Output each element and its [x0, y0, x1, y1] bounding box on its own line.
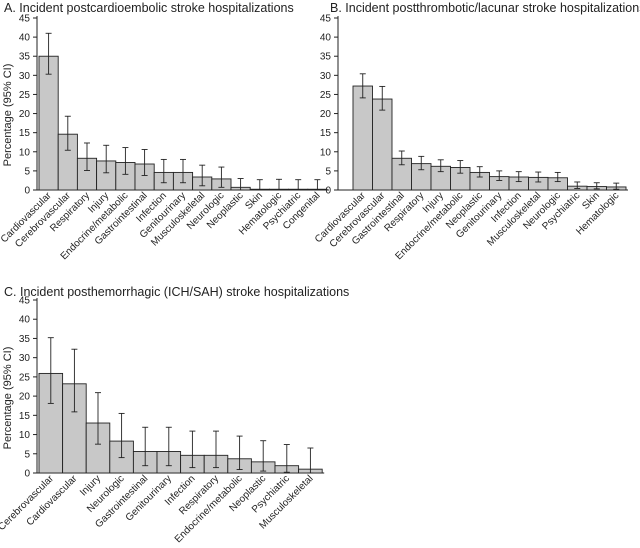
- y-tick-label: 5: [24, 166, 30, 177]
- panel-a-title: A. Incident postcardioembolic stroke hos…: [4, 1, 294, 15]
- y-tick-label: 15: [320, 128, 332, 139]
- y-tick-label: 35: [19, 334, 31, 345]
- y-tick-label: 30: [19, 71, 31, 82]
- panel-b-title: B. Incident postthrombotic/lacunar strok…: [330, 1, 640, 15]
- y-tick-label: 40: [19, 33, 31, 44]
- y-tick-label: 25: [19, 372, 31, 383]
- panel-c-plot: 051015202530354045CerebrovascularCardiov…: [0, 296, 325, 545]
- y-tick-label: 0: [24, 469, 30, 480]
- bar: [352, 85, 373, 191]
- y-tick-label: 10: [320, 147, 332, 158]
- y-tick-label: 30: [320, 71, 332, 82]
- panel-c: C. Incident posthemorrhagic (ICH/SAH) st…: [0, 285, 349, 545]
- y-tick-label: 15: [19, 411, 31, 422]
- panel-b: B. Incident postthrombotic/lacunar strok…: [313, 1, 640, 262]
- y-tick-label: 10: [19, 430, 31, 441]
- panel-b-plot: 051015202530354045CardiovascularCerebrov…: [313, 14, 628, 262]
- y-tick-label: 20: [19, 392, 31, 403]
- y-tick-label: 25: [19, 90, 31, 101]
- y-tick-label: 45: [19, 296, 31, 307]
- y-tick-label: 40: [19, 315, 31, 326]
- bar: [372, 98, 393, 191]
- y-tick-label: 40: [320, 33, 332, 44]
- y-tick-label: 15: [19, 128, 31, 139]
- y-tick-label: 20: [320, 109, 332, 120]
- bar: [38, 55, 59, 191]
- y-tick-label: 45: [320, 14, 332, 25]
- y-tick-label: 25: [320, 90, 332, 101]
- y-tick-label: 35: [19, 52, 31, 63]
- panel-c-ylabel: Percentage (95% CI): [2, 347, 14, 450]
- y-tick-label: 45: [19, 14, 31, 25]
- y-tick-label: 0: [24, 186, 30, 197]
- panel-c-title: C. Incident posthemorrhagic (ICH/SAH) st…: [4, 285, 349, 299]
- y-tick-label: 35: [320, 52, 332, 63]
- y-tick-label: 5: [24, 449, 30, 460]
- panel-a: A. Incident postcardioembolic stroke hos…: [0, 1, 329, 262]
- panel-a-plot: 051015202530354045CardiovascularCerebrov…: [0, 14, 329, 262]
- y-tick-label: 5: [325, 166, 331, 177]
- panel-a-ylabel: Percentage (95% CI): [2, 64, 14, 167]
- y-tick-label: 20: [19, 109, 31, 120]
- y-tick-label: 0: [325, 186, 331, 197]
- y-tick-label: 30: [19, 353, 31, 364]
- y-tick-label: 10: [19, 147, 31, 158]
